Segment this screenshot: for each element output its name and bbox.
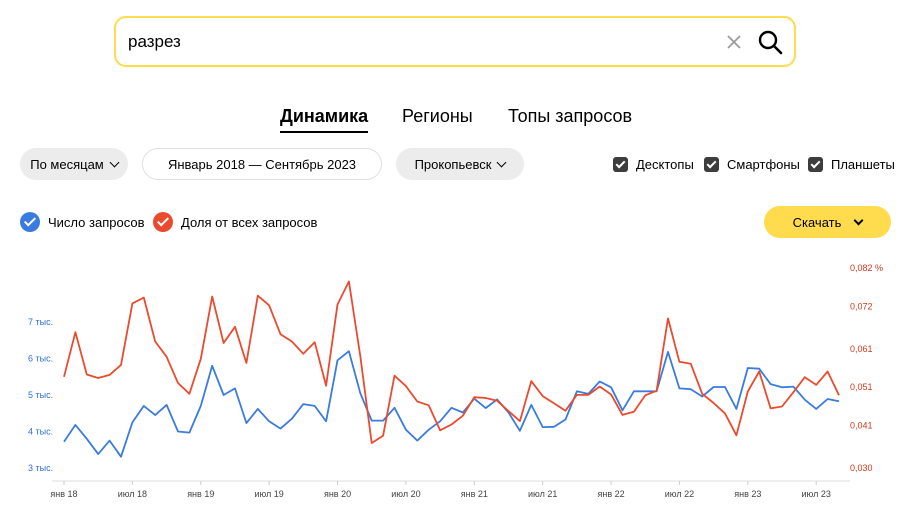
region-label: Прокопьевск: [414, 156, 492, 172]
count-series-line: [63, 350, 840, 458]
legend-label: Число запросов: [48, 214, 145, 230]
left-axis-tick-label: 3 тыс.: [28, 463, 53, 473]
right-axis-tick-label: 0,082 %: [850, 263, 883, 273]
period-label: По месяцам: [30, 156, 104, 172]
x-tick-label: июл 20: [391, 489, 420, 499]
right-axis-tick-label: 0,072: [850, 301, 873, 311]
right-axis-tick-label: 0,041: [850, 421, 873, 431]
chevron-down-icon: [853, 215, 864, 225]
date-range-label: Январь 2018 — Сентябрь 2023: [167, 156, 357, 172]
download-button[interactable]: Скачать: [764, 206, 891, 238]
tab-regions[interactable]: Регионы: [402, 106, 473, 126]
search-input[interactable]: [128, 28, 688, 56]
line-chart: янв 18 июл 18 янв 19 июл 19 янв 20 июл 20 янв …: [28, 263, 883, 499]
x-tick-label: июл 18: [118, 489, 147, 499]
x-tick-label: июл 23: [802, 489, 831, 499]
share-series-line: [63, 280, 840, 444]
left-axis-tick-label: 6 тыс.: [28, 354, 53, 364]
checkbox-smartphones[interactable]: Смартфоны: [704, 155, 800, 173]
tab-bar: Динамика Регионы Топы запросов: [0, 106, 900, 136]
checkbox-label: Смартфоны: [727, 156, 800, 172]
right-axis-tick-label: 0,061: [850, 344, 873, 354]
checkbox-label: Десктопы: [636, 156, 694, 172]
checkbox-desktops[interactable]: Десктопы: [613, 155, 694, 173]
tab-top-queries[interactable]: Топы запросов: [508, 106, 633, 126]
x-tick-label: янв 21: [461, 489, 488, 499]
checkbox-label: Планшеты: [831, 156, 895, 172]
x-tick-label: июл 19: [254, 489, 283, 499]
x-tick-label: янв 19: [187, 489, 214, 499]
x-tick-label: июл 21: [528, 489, 557, 499]
left-axis-tick-label: 5 тыс.: [28, 390, 53, 400]
chevron-down-icon: [109, 157, 120, 167]
x-tick-label: янв 20: [324, 489, 351, 499]
legend-count[interactable]: Число запросов: [20, 211, 144, 233]
x-tick-label: июл 22: [665, 489, 694, 499]
x-tick-label: янв 23: [734, 489, 761, 499]
checkbox-checked-icon: [704, 156, 719, 172]
tab-dynamics[interactable]: Динамика: [280, 106, 369, 133]
checkbox-checked-icon: [613, 156, 628, 172]
download-label: Скачать: [792, 214, 842, 230]
search-box: [114, 16, 796, 67]
left-axis-tick-label: 7 тыс.: [28, 317, 53, 327]
left-axis-tick-label: 4 тыс.: [28, 427, 53, 437]
legend-label: Доля от всех запросов: [181, 214, 318, 230]
check-circle-icon: [153, 212, 173, 232]
x-tick-label: янв 22: [597, 489, 624, 499]
chevron-down-icon: [496, 157, 507, 167]
checkbox-checked-icon: [808, 156, 823, 172]
right-axis-tick-label: 0,030: [850, 463, 873, 473]
right-axis-tick-label: 0,051: [850, 382, 873, 392]
search-icon[interactable]: [756, 28, 784, 56]
clear-icon[interactable]: [722, 30, 746, 54]
date-range-picker[interactable]: Январь 2018 — Сентябрь 2023: [142, 148, 382, 180]
x-tick-label: янв 18: [50, 489, 77, 499]
checkbox-tablets[interactable]: Планшеты: [808, 155, 895, 173]
region-dropdown[interactable]: Прокопьевск: [396, 148, 524, 180]
check-circle-icon: [20, 212, 40, 232]
period-dropdown[interactable]: По месяцам: [20, 148, 128, 180]
legend-share[interactable]: Доля от всех запросов: [153, 211, 317, 233]
